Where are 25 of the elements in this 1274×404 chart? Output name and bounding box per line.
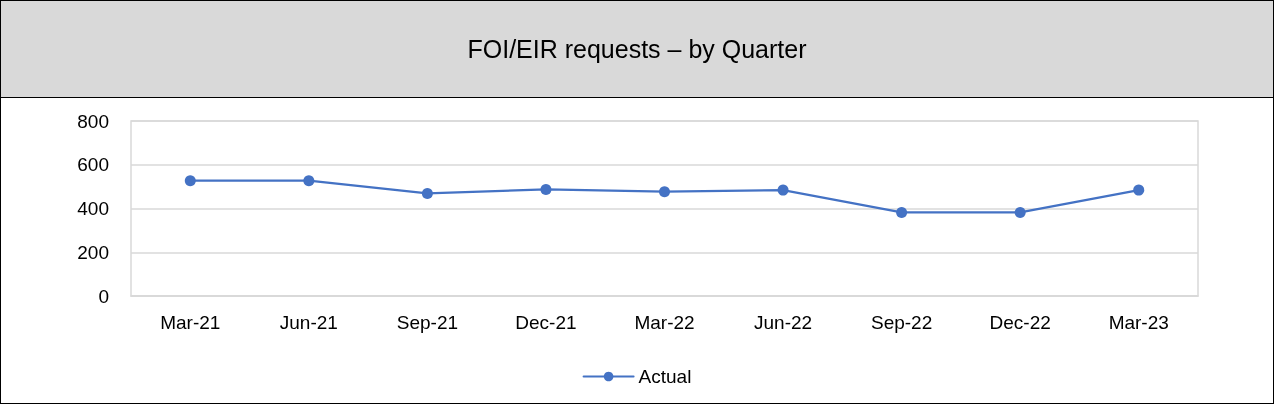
x-tick-label: Sep-22 (870, 312, 933, 333)
x-tick-label: Dec-22 (989, 312, 1051, 333)
chart-title: FOI/EIR requests – by Quarter (467, 34, 807, 64)
x-tick-label: Mar-21 (160, 312, 221, 333)
x-tick-label: Jun-22 (754, 312, 813, 333)
y-tick-label: 600 (77, 154, 109, 176)
point (896, 206, 908, 218)
point (540, 183, 552, 195)
x-tick-label: Mar-22 (634, 312, 695, 333)
y-tick-label: 400 (77, 198, 109, 219)
point (303, 175, 315, 187)
point (777, 184, 789, 196)
x-tick-label: Mar-23 (1108, 312, 1169, 333)
point (1133, 184, 1145, 196)
y-tick-label: 200 (77, 241, 109, 263)
point (659, 186, 670, 198)
point (421, 187, 433, 199)
point (184, 175, 196, 187)
legend-label: Actual (638, 366, 692, 387)
y-tick-label: 800 (77, 110, 109, 132)
x-tick-label: Dec-21 (515, 312, 577, 333)
point (1014, 206, 1026, 218)
x-tick-label: Sep-21 (396, 312, 459, 333)
y-tick-label: 0 (98, 285, 109, 307)
x-tick-label: Jun-21 (279, 312, 338, 333)
